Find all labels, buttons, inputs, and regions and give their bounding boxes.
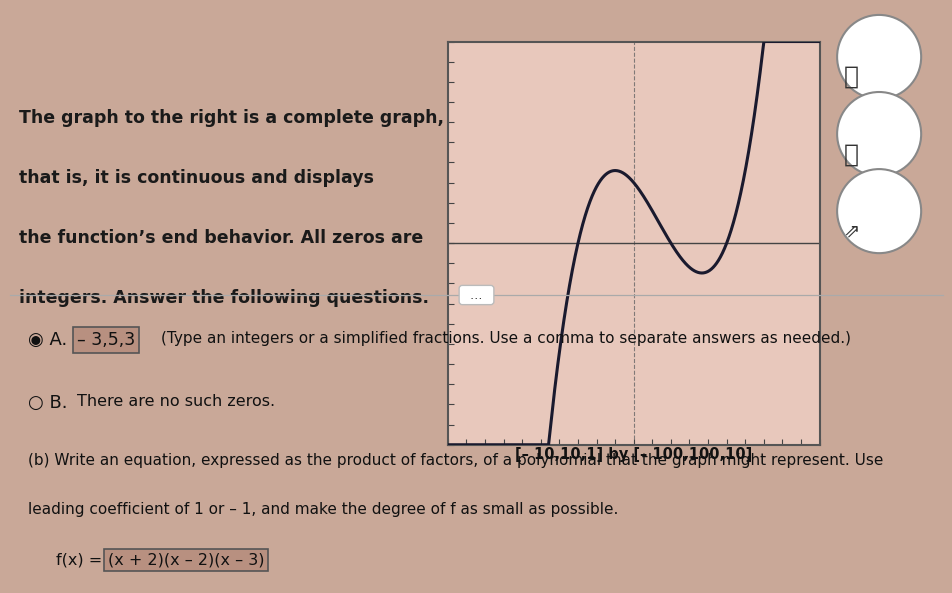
Text: The graph to the right is a complete graph,: The graph to the right is a complete gra… — [19, 109, 444, 127]
Text: leading coefficient of 1 or – 1, and make the degree of f as small as possible.: leading coefficient of 1 or – 1, and mak… — [29, 502, 618, 517]
Text: that is, it is continuous and displays: that is, it is continuous and displays — [19, 168, 374, 187]
Text: – 3,5,3: – 3,5,3 — [76, 331, 135, 349]
Text: f(x) =: f(x) = — [55, 553, 102, 568]
Text: (x + 2)(x – 2)(x – 3): (x + 2)(x – 2)(x – 3) — [108, 553, 264, 568]
Text: ⌕: ⌕ — [843, 142, 858, 166]
Text: the function’s end behavior. All zeros are: the function’s end behavior. All zeros a… — [19, 229, 423, 247]
Text: integers. Answer the following questions.: integers. Answer the following questions… — [19, 289, 428, 307]
Text: ⇗: ⇗ — [842, 222, 859, 241]
Circle shape — [836, 169, 921, 253]
Text: There are no such zeros.: There are no such zeros. — [76, 394, 274, 409]
Circle shape — [836, 92, 921, 176]
Text: ○ B.: ○ B. — [29, 394, 68, 412]
Text: ◉ A.: ◉ A. — [29, 331, 68, 349]
Text: ⌕: ⌕ — [843, 65, 858, 89]
Text: …: … — [462, 289, 490, 301]
Circle shape — [836, 15, 921, 99]
Text: (b) Write an equation, expressed as the product of factors, of a polynomial that: (b) Write an equation, expressed as the … — [29, 453, 883, 468]
Text: (Type an integers or a simplified fractions. Use a comma to separate answers as : (Type an integers or a simplified fracti… — [161, 331, 850, 346]
Text: [– 10,10,1] by [– 100,100,10]: [– 10,10,1] by [– 100,100,10] — [515, 447, 751, 463]
